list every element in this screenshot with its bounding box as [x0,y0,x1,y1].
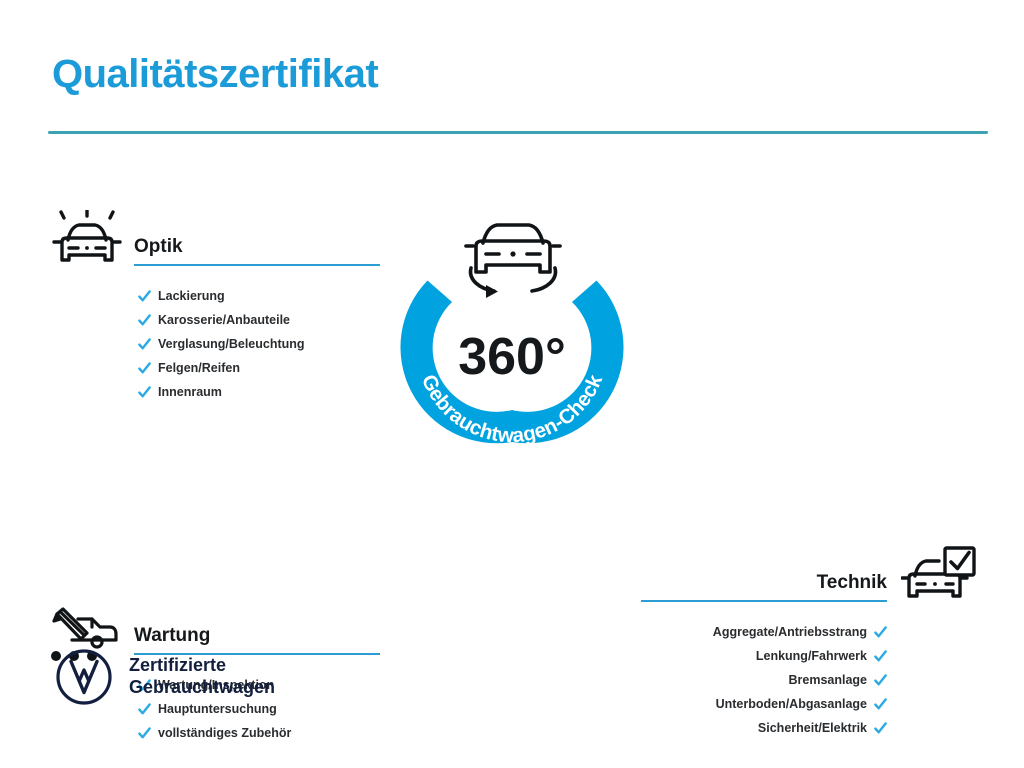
check-icon [874,697,887,711]
list-item-label: Bremsanlage [788,672,867,687]
check-icon [138,337,151,351]
check-icon [138,702,151,716]
section-header-optik: Optik [80,212,380,274]
section-wartung: Wartung Wartung/Inspektion Hauptuntersuc… [51,601,380,745]
page-title: Qualitätszertifikat [52,52,379,96]
list-item: Lenkung/Fahrwerk [645,644,945,668]
checklist-optik: Lackierung Karosserie/Anbauteile Verglas… [80,284,380,404]
list-item: Hauptuntersuchung [80,697,380,721]
list-item-label: Sicherheit/Elektrik [757,720,867,735]
badge-center-label: 360° [458,328,566,386]
list-item: vollständiges Zubehör [80,721,380,745]
header-divider [48,131,988,134]
list-item-label: Felgen/Reifen [158,360,240,375]
section-header-wartung: Wartung [80,601,380,663]
list-item: Innenraum [80,380,380,404]
section-technik: Technik Aggregate/Antriebsstrang Lenkung… [641,546,976,740]
footer-brand: Zertifizierte Gebrauchtwagen [55,648,275,706]
check-icon [874,721,887,735]
section-optik: Optik Lackierung Karosserie/Anbauteile V… [52,210,380,404]
list-item-label: Verglasung/Beleuchtung [158,336,305,351]
brand-line-2: Gebrauchtwagen [129,677,276,697]
section-title: Technik [816,572,887,593]
section-underline [134,264,380,266]
check-icon [138,385,151,399]
list-item: Sicherheit/Elektrik [645,716,945,740]
checklist-wartung: Wartung/Inspektion Hauptuntersuchung vol… [80,673,380,745]
list-item: Wartung/Inspektion [80,673,380,697]
ring-shape [400,280,624,444]
list-item: Lackierung [80,284,380,308]
list-item-label: Karosserie/Anbauteile [158,312,290,327]
check-icon [138,361,151,375]
car-rotate-icon [464,223,562,298]
section-header-technik: Technik [641,548,945,610]
check-icon [138,726,151,740]
list-item-label: vollständiges Zubehör [158,725,292,740]
check-icon [874,673,887,687]
list-item: Verglasung/Beleuchtung [80,332,380,356]
section-title: Wartung [134,625,211,646]
brand-text: Zertifizierte Gebrauchtwagen [129,655,275,699]
list-item: Unterboden/Abgasanlage [645,692,945,716]
check-icon [138,678,151,692]
car-checkbox-icon [901,546,977,608]
list-item-label: Unterboden/Abgasanlage [715,696,867,711]
list-item-label: Lackierung [158,288,225,303]
list-item: Felgen/Reifen [80,356,380,380]
list-item-label: Aggregate/Antriebsstrang [712,624,867,639]
vw-logo [55,648,113,706]
check-icon [874,649,887,663]
list-item: Bremsanlage [645,668,945,692]
brand-line-1: Zertifizierte [129,655,227,676]
checklist-technik: Aggregate/Antriebsstrang Lenkung/Fahrwer… [645,620,945,740]
section-underline [641,600,887,602]
badge-360-gebrauchtwagen-check: 360° Gebrauchtwagen-Check [374,196,650,496]
car-front-shine-icon [48,210,126,272]
pencil-car-service-icon [48,607,124,665]
section-underline [134,653,380,655]
list-item-label: Wartung/Inspektion [158,677,275,692]
list-item-label: Innenraum [158,384,222,399]
check-icon [138,289,151,303]
section-title: Optik [134,236,183,257]
list-item-label: Hauptuntersuchung [158,701,277,716]
list-item: Karosserie/Anbauteile [80,308,380,332]
check-icon [874,625,887,639]
check-icon [138,313,151,327]
list-item-label: Lenkung/Fahrwerk [755,648,867,663]
list-item: Aggregate/Antriebsstrang [645,620,945,644]
